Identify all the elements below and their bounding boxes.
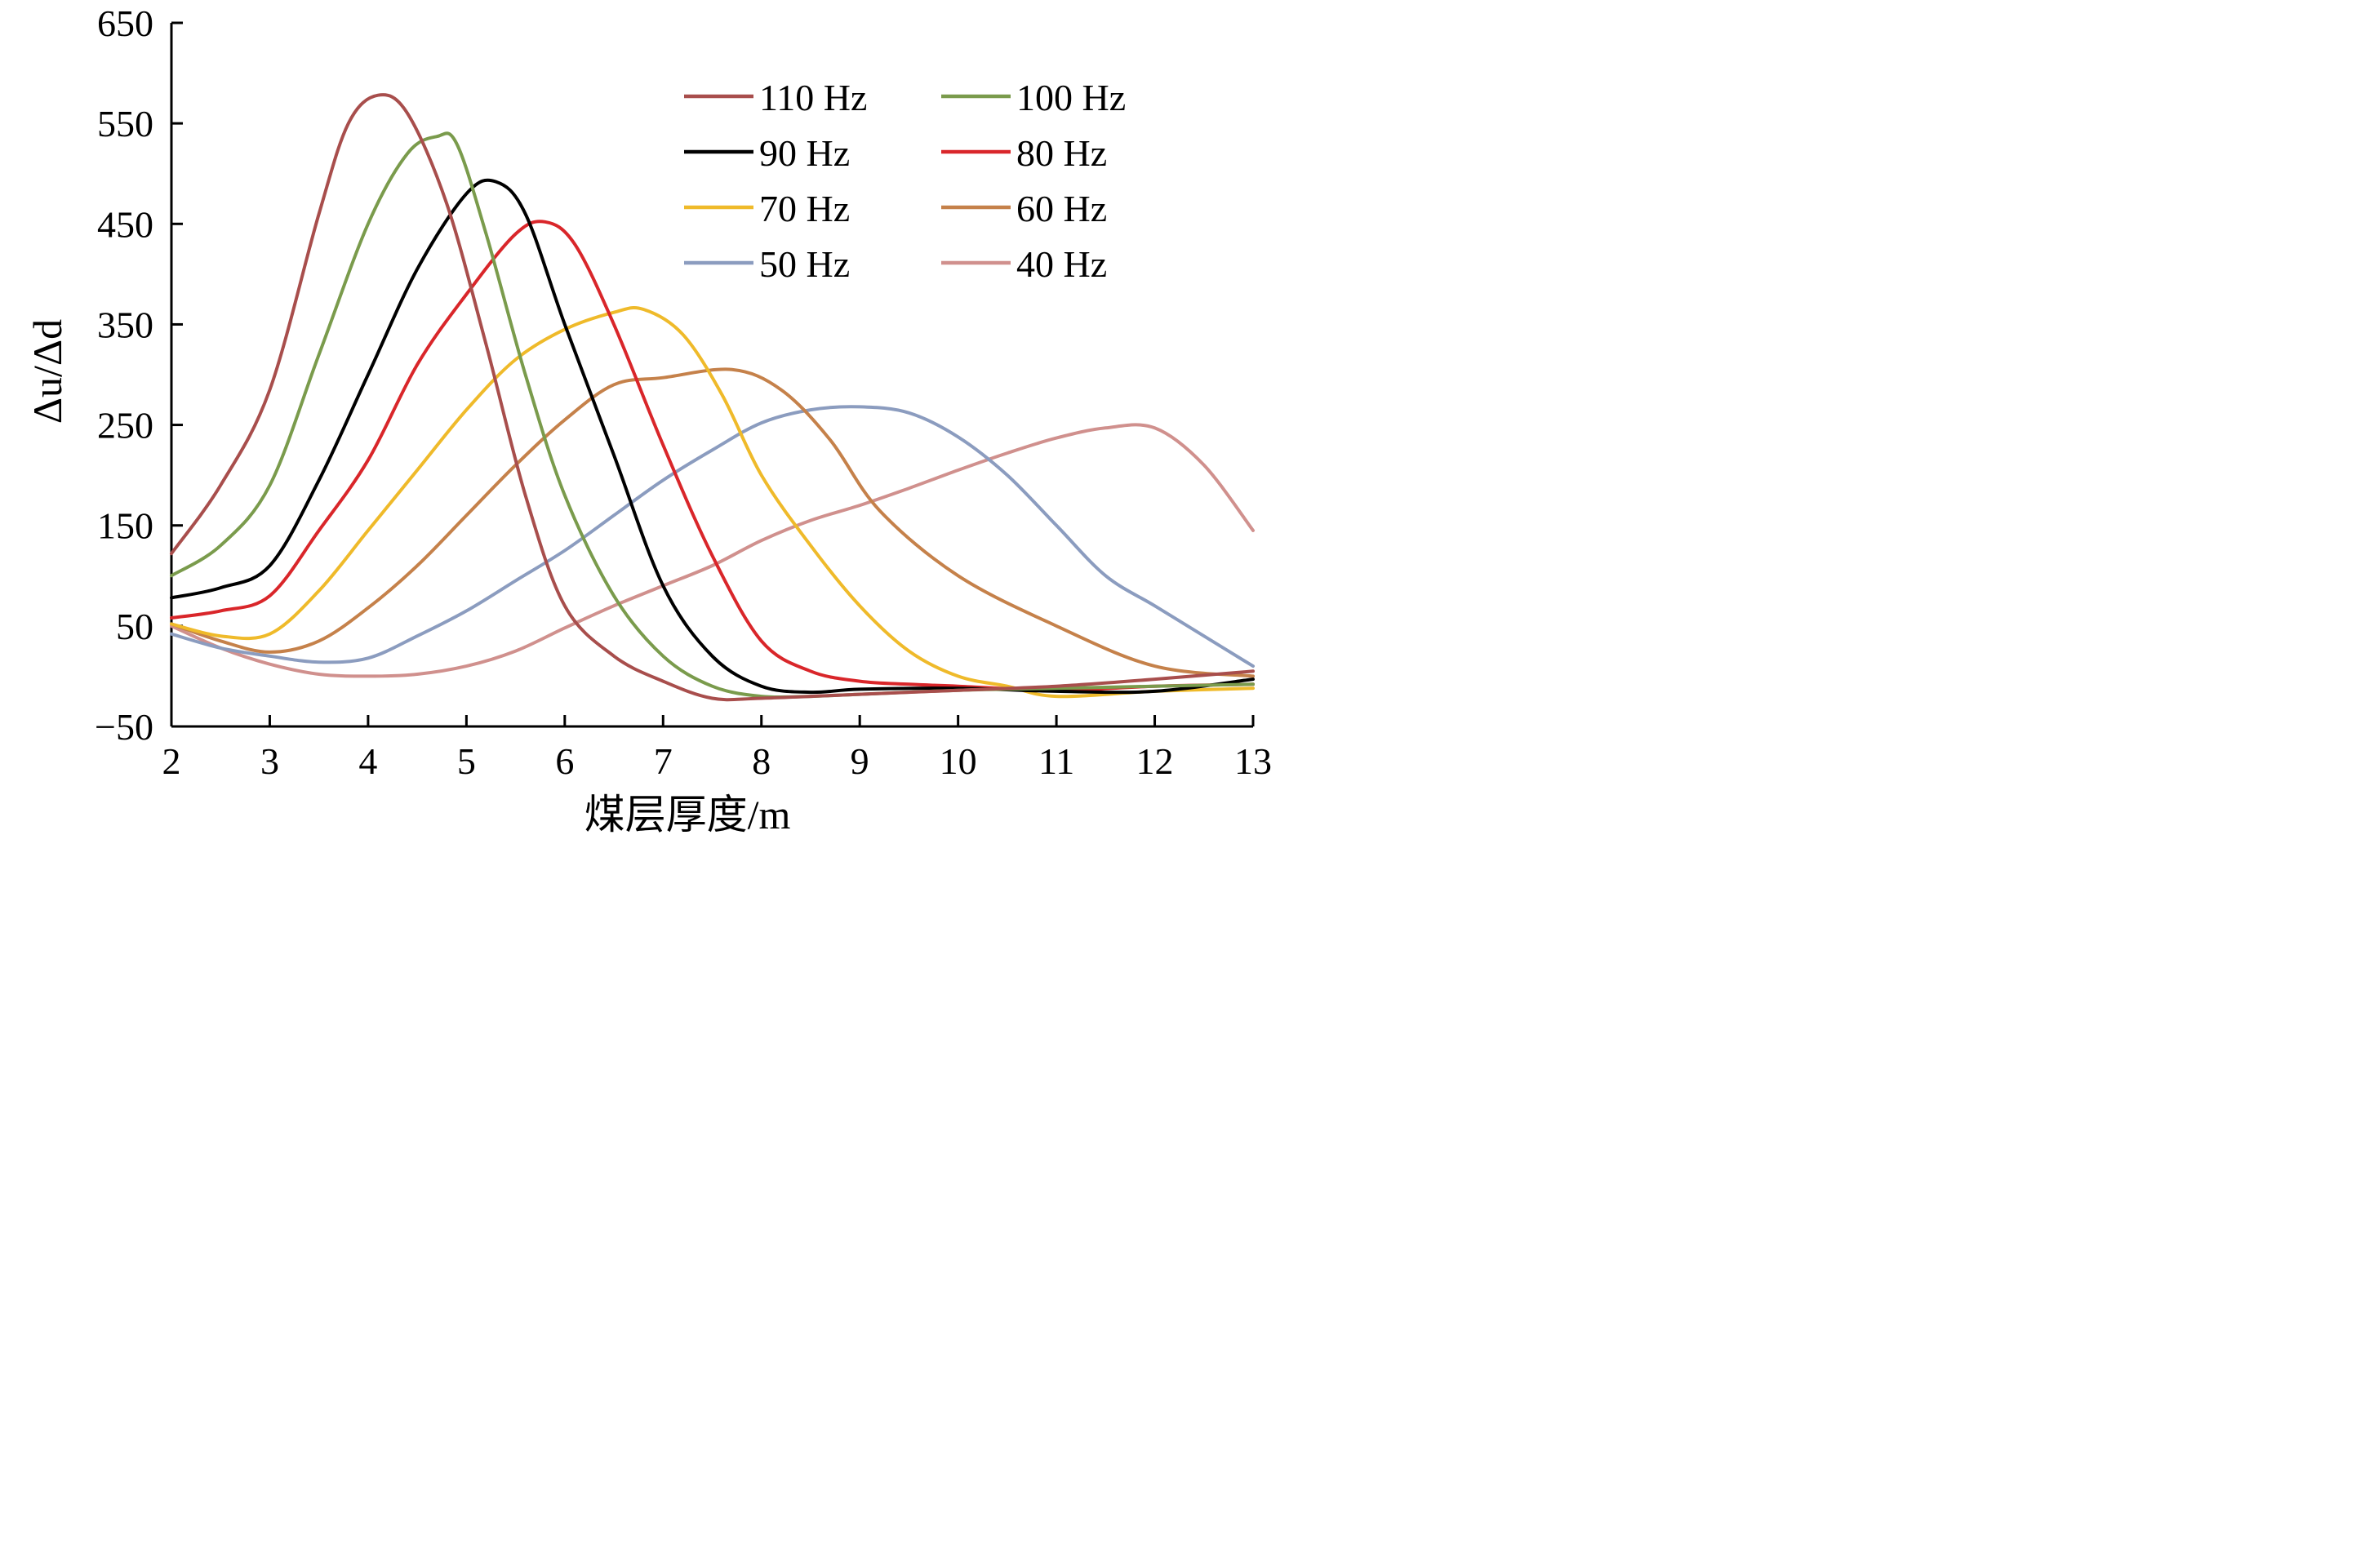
y-tick-label: 150 (97, 505, 153, 547)
x-tick-label: 13 (1234, 740, 1272, 782)
legend-label: 80 Hz (1016, 132, 1107, 174)
legend-label: 50 Hz (759, 243, 850, 285)
x-tick-label: 8 (752, 740, 771, 782)
x-tick-label: 3 (260, 740, 279, 782)
series-line-60hz (170, 367, 1255, 678)
x-tick-label: 5 (457, 740, 476, 782)
series-line-110hz (170, 93, 1255, 702)
x-tick-label: 2 (162, 740, 181, 782)
x-tick-label: 12 (1136, 740, 1174, 782)
legend-item: 60 Hz (941, 188, 1107, 229)
axes: 2 3 4 5 6 7 8 9 10 11 12 13 650 550 450 350 250 150 50 −50 (95, 2, 1272, 782)
legend-item: 90 Hz (684, 132, 850, 174)
y-tick-label: 250 (97, 405, 153, 446)
x-tick-label: 11 (1038, 740, 1074, 782)
y-tick-label: 350 (97, 304, 153, 345)
legend-item: 40 Hz (941, 243, 1107, 285)
y-tick-label: 550 (97, 103, 153, 144)
legend-item: 70 Hz (684, 188, 850, 229)
x-axis-title: 煤层厚度/m (584, 792, 791, 837)
legend-label: 90 Hz (759, 132, 850, 174)
legend-item: 80 Hz (941, 132, 1107, 174)
y-tick-label: −50 (95, 706, 153, 748)
series-line-40hz (170, 423, 1255, 678)
y-axis-title: Δu/Δd (24, 319, 70, 424)
x-tick-label: 7 (654, 740, 673, 782)
series-line-90hz (170, 178, 1255, 695)
line-chart: 2 3 4 5 6 7 8 9 10 11 12 1365055045035025015050−50 … (24, 2, 1272, 837)
legend-item: 110 Hz (684, 77, 867, 118)
series-line-70hz (170, 306, 1255, 699)
x-tick-label: 6 (555, 740, 574, 782)
legend-item: 50 Hz (684, 243, 850, 285)
legend-label: 40 Hz (1016, 243, 1107, 285)
series-line-80hz (170, 220, 1255, 692)
y-tick-label: 50 (116, 606, 153, 647)
y-tick-label: 450 (97, 203, 153, 245)
legend-label: 110 Hz (759, 77, 867, 118)
chart-container: 2 3 4 5 6 7 8 9 10 11 12 13 650 550 450 350 250 150 50 −50 … (0, 0, 1278, 846)
series-lines (170, 93, 1255, 702)
y-tick-label: 650 (97, 2, 153, 44)
legend-label: 70 Hz (759, 188, 850, 229)
x-tick-label: 10 (940, 740, 977, 782)
legend-label: 60 Hz (1016, 188, 1107, 229)
series-line-50hz (170, 405, 1255, 669)
legend: 110 Hz 100 Hz 90 Hz 80 Hz 70 Hz 60 Hz 50 Hz 40 … (684, 77, 1126, 285)
x-tick-label: 9 (851, 740, 869, 782)
legend-item: 100 Hz (941, 77, 1126, 118)
x-tick-label: 4 (358, 740, 377, 782)
legend-label: 100 Hz (1016, 77, 1126, 118)
